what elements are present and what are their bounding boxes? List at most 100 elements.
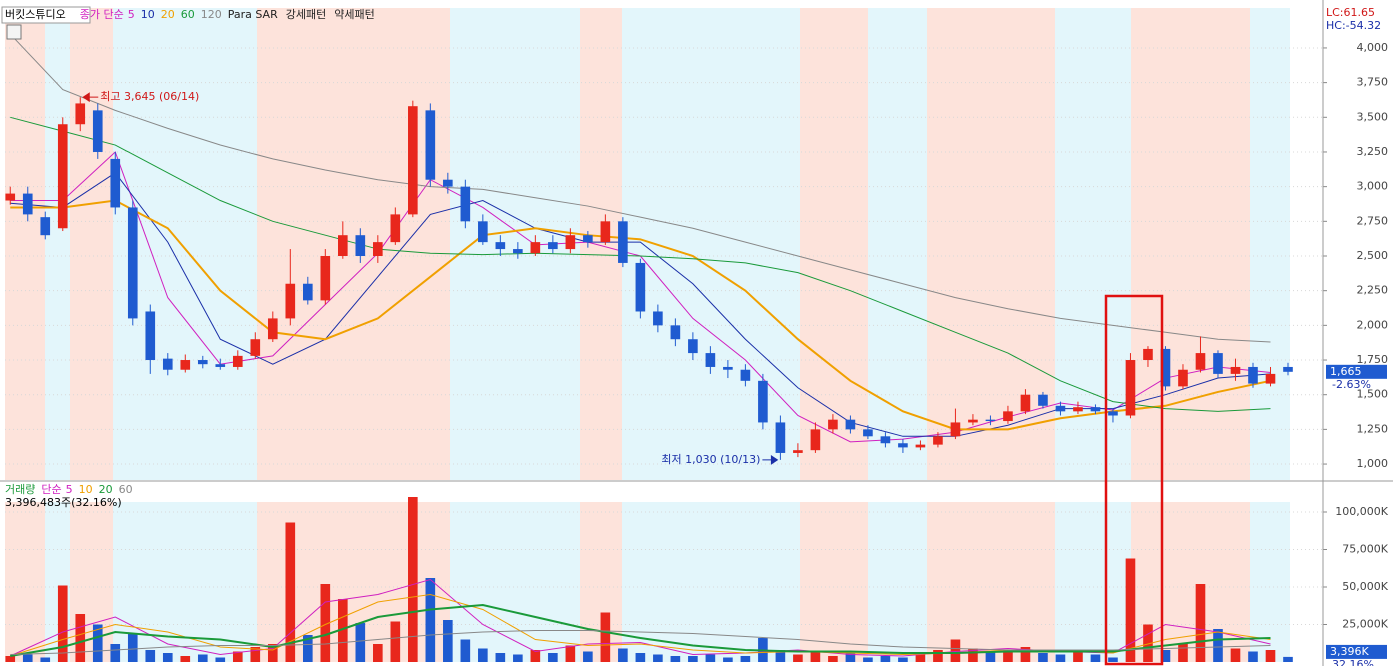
y-tick-label: 3,250 <box>1357 145 1389 158</box>
volume-bar <box>653 654 663 662</box>
y-tick-label: 2,250 <box>1357 284 1389 297</box>
legend-item: 10 <box>79 483 93 496</box>
volume-bar <box>180 656 191 662</box>
candle-body <box>845 419 856 430</box>
candle-body <box>583 235 593 243</box>
volume-bar <box>443 620 453 662</box>
legend-item: 5 <box>128 8 135 21</box>
volume-bar <box>425 578 436 662</box>
candle-body <box>338 235 348 256</box>
volume-bar <box>110 644 121 662</box>
annotation-label: 최고 3,645 (06/14) <box>100 90 199 103</box>
y-tick-label: 75,000K <box>1342 543 1388 556</box>
candle-body <box>1248 366 1258 384</box>
lc-label: LC:61.65 <box>1326 6 1375 19</box>
stock-name: 버킷스튜디오 <box>5 8 66 21</box>
volume-value: 3,396,483주(32.16%) <box>5 496 122 509</box>
candle-body <box>180 360 191 370</box>
indicator-label: Para SAR <box>228 8 278 21</box>
volume-bar <box>583 651 593 662</box>
candle-body <box>600 221 611 243</box>
volume-bar <box>40 657 51 662</box>
volume-bar <box>968 648 978 662</box>
volume-bar <box>1195 584 1206 662</box>
trend-band <box>1250 8 1290 480</box>
trend-bands <box>5 8 1290 662</box>
y-tick-label: 1,250 <box>1357 422 1389 435</box>
volume-bar <box>1160 650 1171 662</box>
volume-bar <box>232 651 243 662</box>
volume-bar <box>495 653 506 662</box>
title-box <box>1 6 91 24</box>
volume-bar <box>75 614 86 662</box>
ma-line <box>10 630 1271 655</box>
volume-bar <box>1143 624 1153 662</box>
volume-bar <box>723 657 733 662</box>
volume-bar <box>197 654 208 662</box>
legend-item: 5 <box>66 483 73 496</box>
candle-body <box>653 311 663 326</box>
candle-body <box>985 419 996 422</box>
trend-band <box>1131 8 1250 480</box>
grid-icon[interactable] <box>6 24 22 40</box>
hc-label: HC:-54.32 <box>1326 19 1381 32</box>
candle-body <box>898 443 908 448</box>
candle-body <box>1230 366 1241 374</box>
y-tick-label: 2,000 <box>1357 318 1389 331</box>
volume-bar <box>162 653 173 662</box>
candle-body <box>1178 369 1188 387</box>
candle-body <box>267 318 278 340</box>
trend-band <box>70 8 113 480</box>
candle-body <box>478 221 488 243</box>
trend-band <box>1250 502 1290 662</box>
candle-body <box>460 186 471 222</box>
trend-band <box>5 8 45 480</box>
candle-body <box>285 283 296 319</box>
candle-body <box>408 106 418 215</box>
legend-item: 20 <box>161 8 175 21</box>
volume-bar <box>338 599 348 662</box>
y-tick-label: 4,000 <box>1357 41 1389 54</box>
price-label: 1,665 <box>1330 365 1362 378</box>
indicator-label: 강세패턴 <box>286 8 326 21</box>
y-tick-label: 50,000K <box>1342 580 1388 593</box>
volume-bar <box>600 612 611 662</box>
volume-bar <box>1213 629 1223 662</box>
candle-body <box>635 262 646 312</box>
candle-body <box>1125 360 1136 416</box>
volume-box <box>1326 644 1387 659</box>
indicator-label: 약세패턴 <box>334 7 374 21</box>
y-tick-label: 2,500 <box>1357 249 1389 262</box>
ma-label: 종가 단순 <box>80 8 124 21</box>
volume-bar <box>548 653 558 662</box>
volume-bar <box>565 645 576 662</box>
volume-bar <box>215 657 226 662</box>
trend-band <box>450 502 580 662</box>
legend-item: 20 <box>99 483 113 496</box>
candle-body <box>810 429 821 451</box>
volume-bar <box>92 624 103 662</box>
volume-bar <box>267 644 278 662</box>
volume-bar <box>390 621 401 662</box>
y-tick-label: 1,750 <box>1357 353 1389 366</box>
y-tick-label: 1,500 <box>1357 388 1389 401</box>
trend-band <box>868 8 927 480</box>
trend-band <box>927 502 1055 662</box>
candle-body <box>1283 366 1293 372</box>
candle-body <box>530 242 541 254</box>
y-tick-label: 1,000 <box>1357 457 1389 470</box>
legend-item: 120 <box>201 8 222 21</box>
trend-band <box>5 502 45 662</box>
volume-bar <box>1038 653 1048 662</box>
candle-body <box>723 366 733 370</box>
volume-bar <box>828 656 838 662</box>
volume-bar <box>530 650 541 662</box>
trend-band <box>800 8 868 480</box>
volume-bar <box>793 654 803 662</box>
ma-line <box>10 603 1271 657</box>
volume-bar <box>408 497 418 662</box>
volume-bar <box>950 639 961 662</box>
candle-body <box>443 179 453 187</box>
candle-body <box>162 358 173 370</box>
volume-bar <box>775 650 786 662</box>
